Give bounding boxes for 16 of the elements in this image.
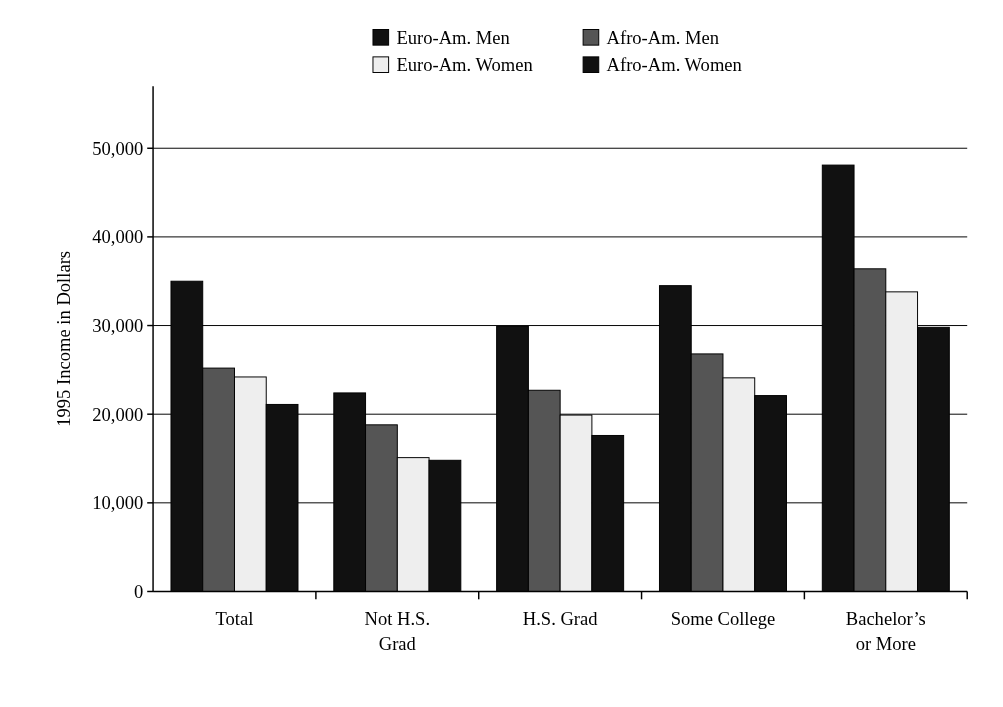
y-tick-label: 50,000 <box>92 137 144 159</box>
y-axis-title: 1995 Income in Dollars <box>52 250 74 427</box>
y-tick-label: 40,000 <box>92 226 144 248</box>
x-tick-label: H.S. Grad <box>522 607 599 629</box>
y-tick-label: 10,000 <box>92 492 144 514</box>
legend-label: Euro-Am. Men <box>396 26 510 48</box>
x-tick-label: Total <box>215 607 254 629</box>
y-tick-label: 30,000 <box>92 315 144 337</box>
x-tick-label: Bachelor’s or More <box>845 607 926 655</box>
legend-label: Afro-Am. Women <box>606 54 742 76</box>
legend-label: Euro-Am. Women <box>396 54 533 76</box>
y-tick-label: 20,000 <box>92 403 144 425</box>
y-tick-label: 0 <box>134 580 144 602</box>
x-tick-label: Some College <box>670 607 776 629</box>
legend-label: Afro-Am. Men <box>606 26 719 48</box>
x-tick-label: Not H.S. Grad <box>364 607 431 655</box>
